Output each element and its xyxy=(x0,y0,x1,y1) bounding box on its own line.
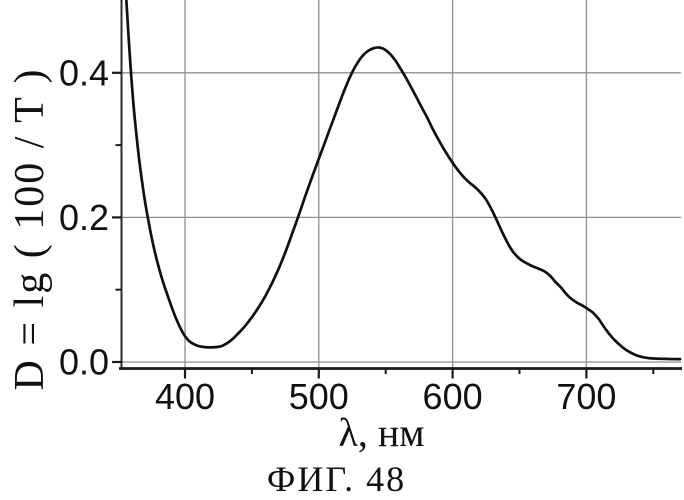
y-tick-label: 0.4 xyxy=(59,52,109,93)
y-tick-label: 0.2 xyxy=(59,197,109,238)
figure-caption: ФИГ. 48 xyxy=(266,459,407,499)
x-tick-label: 500 xyxy=(289,376,349,417)
y-axis-title: D = lg ( 100 / T ) xyxy=(7,67,53,391)
spectrum-curve xyxy=(124,0,682,361)
x-tick-label: 600 xyxy=(423,376,483,417)
x-axis-title: λ, нм xyxy=(338,410,425,455)
x-tick-label: 400 xyxy=(155,376,215,417)
y-tick-label: 0.0 xyxy=(59,342,109,383)
x-tick-label: 700 xyxy=(556,376,616,417)
